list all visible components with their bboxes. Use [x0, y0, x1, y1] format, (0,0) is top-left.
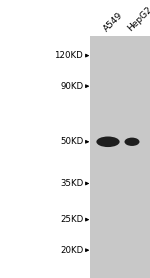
Text: HepG2: HepG2	[126, 5, 150, 33]
Text: 20KD: 20KD	[60, 246, 83, 255]
Ellipse shape	[124, 138, 140, 146]
Ellipse shape	[96, 136, 120, 147]
Text: A549: A549	[102, 11, 124, 33]
FancyBboxPatch shape	[90, 36, 150, 278]
Text: 35KD: 35KD	[60, 179, 83, 188]
Text: 25KD: 25KD	[60, 215, 83, 224]
Text: 120KD: 120KD	[54, 51, 83, 60]
Text: 90KD: 90KD	[60, 82, 83, 91]
Text: 50KD: 50KD	[60, 137, 83, 146]
